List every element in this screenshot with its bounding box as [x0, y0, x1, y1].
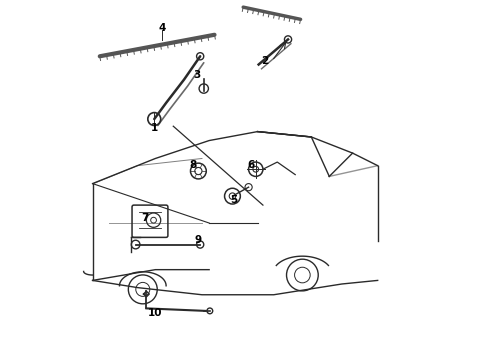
Text: 6: 6 — [248, 160, 255, 170]
Text: 8: 8 — [189, 160, 196, 170]
Text: 4: 4 — [158, 23, 166, 33]
Text: 7: 7 — [141, 213, 148, 222]
Text: 1: 1 — [150, 123, 158, 133]
Text: 9: 9 — [194, 235, 201, 245]
Text: 10: 10 — [147, 308, 162, 318]
Text: 3: 3 — [193, 70, 200, 80]
Text: 5: 5 — [230, 195, 237, 205]
Text: 2: 2 — [261, 56, 269, 66]
